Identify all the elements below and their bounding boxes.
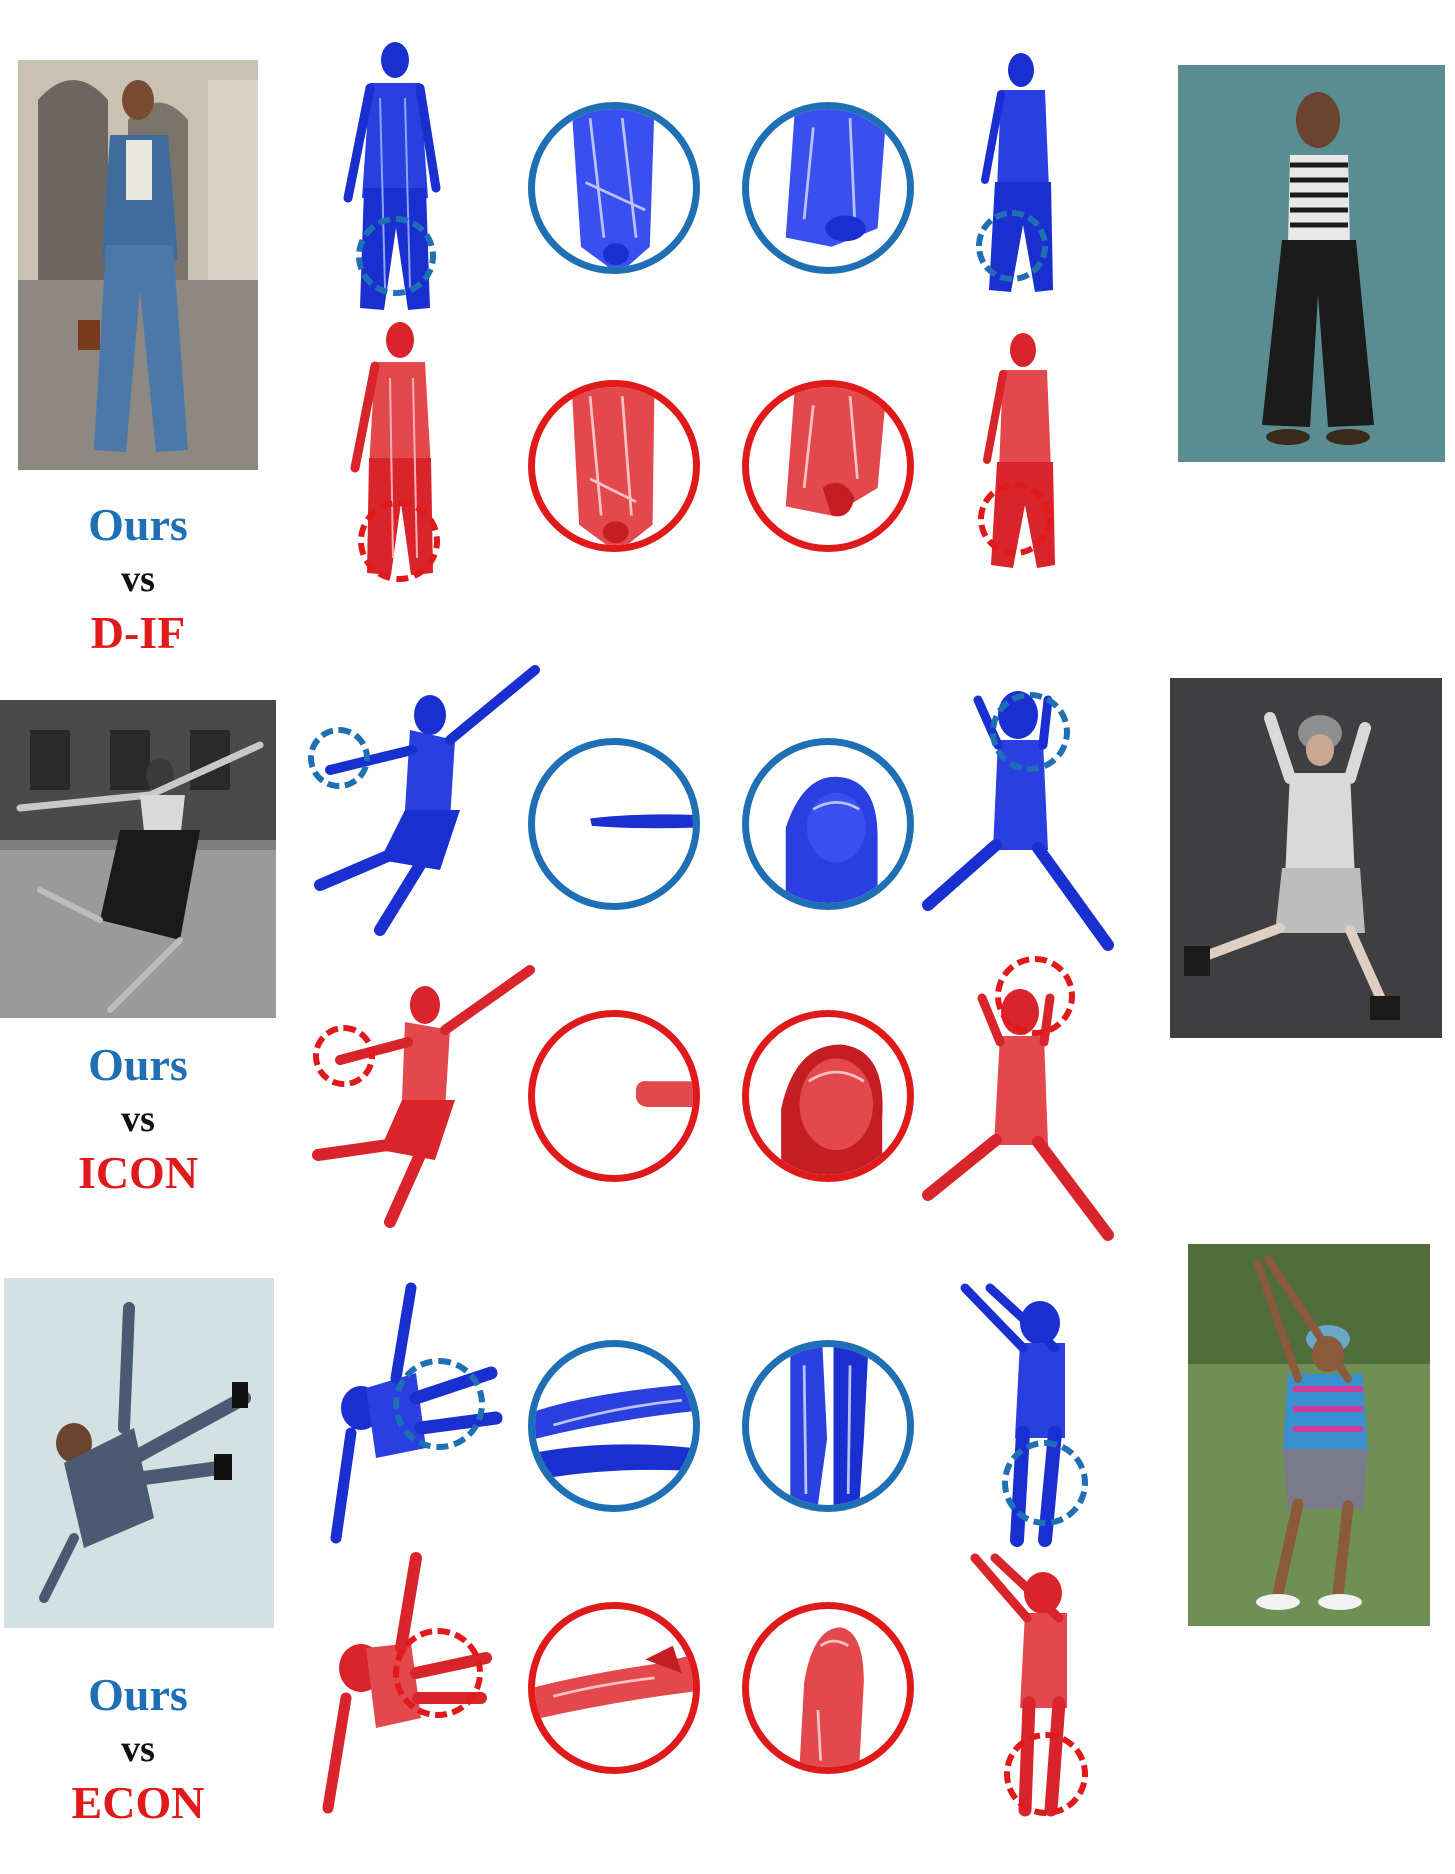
baseline-highlight-circle [393,1628,483,1718]
input-photo-jumping-person-hat [1170,678,1442,1038]
baseline-highlight-circle [313,1025,375,1087]
vs-label: vs [121,1098,155,1140]
baseline-zoom-detail-arm [528,1010,700,1182]
baseline-zoom-detail-knees [742,1602,914,1774]
comparison-label-icon: Ours vs ICON [18,1038,258,1200]
method-label-econ: ECON [71,1777,205,1828]
baseline-highlight-circle [358,500,440,582]
ours-zoom-detail-side [742,102,914,274]
baseline-zoom-detail-front [528,380,700,552]
ours-zoom-detail-knees [742,1340,914,1512]
ours-label: Ours [88,1039,188,1090]
input-photo-golfer [1188,1244,1430,1626]
method-label-dif: D-IF [90,607,186,658]
ours-zoom-detail-head [742,738,914,910]
ours-highlight-circle [356,216,436,296]
ours-zoom-detail-front [528,102,700,274]
input-photo-dancer-bw [0,700,276,1018]
comparison-label-econ: Ours vs ECON [18,1668,258,1830]
input-photo-woman-denim-suit [18,60,258,470]
ours-zoom-detail-arm [528,738,700,910]
baseline-highlight-circle [1004,1732,1088,1816]
ours-zoom-detail-legs [528,1340,700,1512]
vs-label: vs [121,558,155,600]
baseline-highlight-circle [978,482,1052,556]
input-photo-falling-man-suit [4,1278,274,1628]
method-label-icon: ICON [77,1147,199,1198]
ours-highlight-circle [990,692,1070,772]
ours-highlight-circle [308,727,370,789]
ours-highlight-circle [1002,1440,1088,1526]
input-photo-woman-striped-top [1178,65,1445,462]
ours-highlight-circle [976,210,1048,282]
comparison-label-dif: Ours vs D-IF [18,498,258,660]
ours-highlight-circle [393,1358,485,1450]
ours-mesh-front-view [310,660,540,940]
ours-label: Ours [88,1669,188,1720]
baseline-zoom-detail-legs [528,1602,700,1774]
vs-label: vs [121,1728,155,1770]
ours-label: Ours [88,499,188,550]
baseline-zoom-detail-head [742,1010,914,1182]
baseline-mesh-front-view [310,960,540,1230]
baseline-highlight-circle [995,956,1075,1036]
baseline-zoom-detail-side [742,380,914,552]
